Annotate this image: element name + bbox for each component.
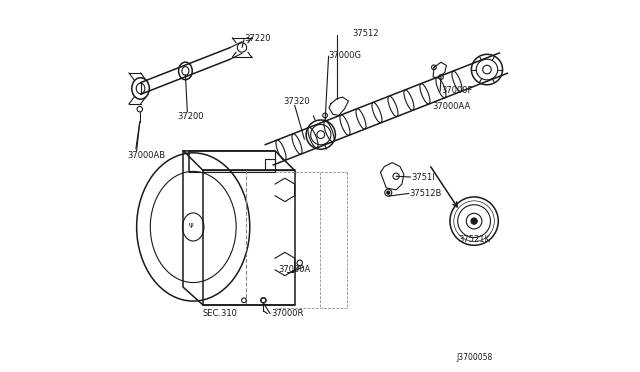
Text: ψ: ψ [188, 222, 193, 228]
Text: 37000AB: 37000AB [127, 151, 165, 160]
Text: 37512B: 37512B [410, 189, 442, 198]
Text: 37200: 37200 [178, 112, 204, 121]
Text: 37000R: 37000R [271, 310, 303, 318]
Text: 37220: 37220 [244, 35, 271, 44]
Text: 3751I: 3751I [412, 173, 435, 182]
Text: 37000G: 37000G [328, 51, 362, 60]
Text: 37320: 37320 [283, 97, 310, 106]
Circle shape [387, 191, 390, 194]
Text: J3700058: J3700058 [456, 353, 493, 362]
Text: 37000A: 37000A [278, 265, 311, 275]
Text: 37000AA: 37000AA [433, 102, 470, 111]
Text: 37521K: 37521K [458, 235, 490, 244]
Text: SEC.310: SEC.310 [203, 310, 238, 318]
Text: 37000F: 37000F [441, 86, 472, 95]
Text: 37512: 37512 [352, 29, 378, 38]
Circle shape [471, 218, 477, 224]
